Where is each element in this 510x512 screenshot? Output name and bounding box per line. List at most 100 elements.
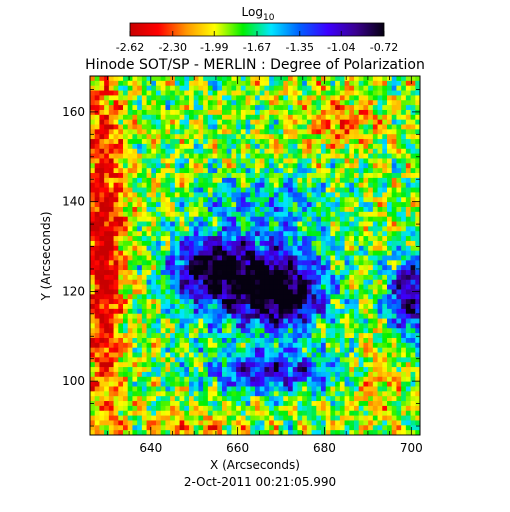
heatmap-cell bbox=[288, 279, 294, 286]
heatmap-cell bbox=[151, 289, 157, 295]
heatmap-cell bbox=[339, 367, 345, 373]
heatmap-cell bbox=[306, 289, 312, 295]
heatmap-cell bbox=[141, 333, 147, 339]
heatmap-cell bbox=[104, 236, 110, 242]
heatmap-cell bbox=[170, 260, 176, 266]
heatmap-cell bbox=[391, 386, 397, 392]
heatmap-cell bbox=[391, 245, 397, 252]
heatmap-cell bbox=[156, 129, 162, 135]
heatmap-cell bbox=[273, 337, 279, 344]
heatmap-cell bbox=[354, 216, 360, 222]
heatmap-cell bbox=[231, 386, 237, 392]
heatmap-cell bbox=[325, 139, 331, 145]
heatmap-cell bbox=[240, 347, 246, 353]
heatmap-cell bbox=[269, 226, 275, 232]
heatmap-cell bbox=[377, 76, 383, 82]
heatmap-cell bbox=[90, 211, 96, 218]
heatmap-cell bbox=[405, 328, 411, 334]
heatmap-cell bbox=[250, 352, 256, 358]
heatmap-cell bbox=[344, 80, 350, 87]
heatmap-cell bbox=[368, 391, 374, 397]
heatmap-cell bbox=[113, 284, 119, 290]
heatmap-cell bbox=[325, 337, 331, 344]
heatmap-cell bbox=[368, 342, 374, 349]
heatmap-cell bbox=[127, 236, 133, 242]
heatmap-cell bbox=[415, 270, 420, 276]
heatmap-cell bbox=[302, 206, 308, 213]
heatmap-cell bbox=[207, 129, 213, 135]
heatmap-cell bbox=[321, 187, 327, 193]
heatmap-cell bbox=[151, 308, 157, 315]
heatmap-cell bbox=[344, 114, 350, 121]
heatmap-cell bbox=[151, 333, 157, 339]
heatmap-cell bbox=[231, 274, 237, 281]
heatmap-cell bbox=[401, 265, 407, 271]
heatmap-cell bbox=[387, 187, 393, 193]
heatmap-cell bbox=[137, 80, 143, 87]
heatmap-cell bbox=[311, 299, 317, 305]
heatmap-cell bbox=[207, 391, 213, 397]
heatmap-cell bbox=[264, 367, 270, 373]
heatmap-cell bbox=[382, 95, 388, 101]
heatmap-cell bbox=[321, 284, 327, 290]
heatmap-cell bbox=[165, 381, 171, 387]
heatmap-cell bbox=[288, 401, 294, 407]
heatmap-cell bbox=[118, 381, 124, 387]
heatmap-cell bbox=[104, 197, 110, 203]
heatmap-cell bbox=[278, 109, 284, 116]
heatmap-cell bbox=[179, 109, 185, 116]
heatmap-cell bbox=[179, 202, 185, 208]
heatmap-cell bbox=[273, 105, 279, 111]
heatmap-cell bbox=[174, 231, 180, 237]
heatmap-cell bbox=[396, 182, 402, 188]
heatmap-cell bbox=[90, 173, 96, 179]
heatmap-cell bbox=[335, 153, 341, 159]
heatmap-cell bbox=[349, 124, 355, 130]
heatmap-cell bbox=[123, 206, 129, 213]
heatmap-cell bbox=[240, 100, 246, 106]
heatmap-cell bbox=[118, 245, 124, 252]
heatmap-cell bbox=[278, 90, 284, 96]
heatmap-cell bbox=[250, 245, 256, 252]
heatmap-cell bbox=[255, 401, 261, 407]
heatmap-cell bbox=[198, 211, 204, 218]
heatmap-cell bbox=[391, 240, 397, 247]
heatmap-cell bbox=[297, 342, 303, 349]
heatmap-cell bbox=[179, 168, 185, 174]
heatmap-cell bbox=[273, 119, 279, 125]
heatmap-cell bbox=[321, 391, 327, 397]
heatmap-cell bbox=[127, 318, 133, 324]
heatmap-cell bbox=[344, 206, 350, 213]
heatmap-cell bbox=[222, 76, 228, 82]
heatmap-cell bbox=[368, 371, 374, 378]
heatmap-cell bbox=[278, 231, 284, 237]
heatmap-cell bbox=[113, 100, 119, 106]
heatmap-cell bbox=[321, 134, 327, 140]
heatmap-cell bbox=[292, 182, 298, 188]
heatmap-cell bbox=[269, 347, 275, 353]
heatmap-cell bbox=[174, 299, 180, 305]
heatmap-cell bbox=[396, 134, 402, 140]
heatmap-cell bbox=[368, 318, 374, 324]
heatmap-cell bbox=[170, 318, 176, 324]
heatmap-cell bbox=[94, 386, 100, 392]
heatmap-cell bbox=[269, 153, 275, 159]
heatmap-cell bbox=[156, 187, 162, 193]
heatmap-cell bbox=[363, 139, 369, 145]
heatmap-cell bbox=[189, 240, 195, 247]
heatmap-cell bbox=[278, 255, 284, 261]
heatmap-cell bbox=[339, 197, 345, 203]
heatmap-cell bbox=[203, 250, 209, 256]
heatmap-cell bbox=[349, 279, 355, 286]
heatmap-cell bbox=[108, 410, 114, 416]
heatmap-cell bbox=[349, 405, 355, 412]
heatmap-cell bbox=[174, 90, 180, 96]
heatmap-cell bbox=[236, 347, 242, 353]
heatmap-cell bbox=[335, 274, 341, 281]
heatmap-cell bbox=[349, 158, 355, 164]
heatmap-cell bbox=[259, 391, 265, 397]
heatmap-cell bbox=[222, 158, 228, 164]
heatmap-cell bbox=[207, 226, 213, 232]
heatmap-cell bbox=[156, 265, 162, 271]
heatmap-cell bbox=[193, 284, 199, 290]
